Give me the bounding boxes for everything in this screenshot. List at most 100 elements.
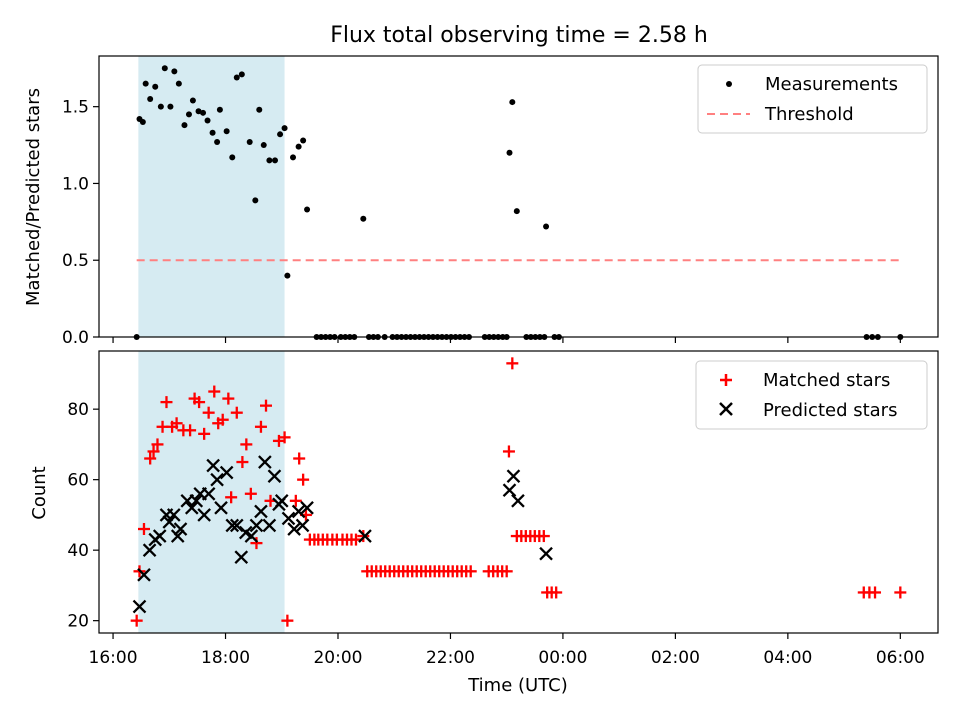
predicted-star-point	[511, 493, 525, 508]
top-y-axis-label: Matched/Predicted stars	[23, 88, 44, 306]
matched-star-point	[151, 438, 164, 451]
matched-star-point	[144, 452, 157, 465]
legend-measurements-marker	[726, 81, 732, 87]
matched-star-point	[289, 494, 302, 507]
measurement-point	[200, 109, 207, 116]
matched-star-point	[202, 406, 215, 419]
top-measurement-points	[133, 65, 904, 340]
matched-star-point	[240, 438, 253, 451]
predicted-star-point	[281, 511, 296, 526]
measurement-point	[360, 215, 367, 222]
measurement-point	[300, 137, 307, 144]
predicted-star-point	[539, 546, 553, 561]
measurement-point	[152, 83, 159, 90]
predicted-star-point	[201, 486, 216, 501]
top-legend-frame	[697, 64, 928, 134]
measurement-point	[175, 80, 182, 87]
predicted-star-point	[234, 550, 249, 565]
matched-star-point	[250, 537, 263, 550]
chart-title: Flux total observing time = 2.58 h	[330, 23, 708, 48]
predicted-star-point	[300, 501, 314, 515]
top-x-ticks	[112, 337, 901, 343]
predicted-star-point	[173, 522, 188, 536]
measurement-point	[272, 157, 279, 164]
bottom-x-tick-label: 00:00	[538, 648, 587, 668]
measurement-point	[252, 197, 259, 204]
bottom-y-ticks: 20 40 60 80	[67, 400, 99, 632]
measurement-point	[256, 106, 263, 113]
bottom-matched-points	[130, 357, 907, 627]
top-y-ticks: 0.0 0.5 1.0 1.5	[62, 98, 99, 348]
matched-star-point	[236, 456, 249, 469]
measurement-point	[139, 119, 146, 126]
measurement-point	[229, 154, 236, 161]
predicted-star-point	[219, 465, 234, 480]
matched-star-point	[230, 406, 243, 419]
predicted-star-point	[162, 515, 177, 529]
top-shaded-interval	[138, 56, 285, 337]
measurement-point	[543, 223, 550, 230]
predicted-star-point	[170, 529, 185, 543]
bottom-y-tick-label: 40	[67, 541, 89, 561]
matched-star-point	[464, 565, 477, 578]
predicted-star-point	[267, 469, 282, 483]
predicted-star-point	[262, 518, 277, 533]
measurement-point	[142, 80, 149, 87]
bottom-y-tick-label: 60	[67, 471, 89, 491]
predicted-star-point	[358, 529, 372, 543]
matched-star-point	[222, 392, 235, 405]
bottom-axes-frame	[98, 350, 939, 634]
measurement-point	[277, 131, 284, 138]
matched-star-point	[894, 586, 907, 599]
measurement-point	[216, 106, 223, 113]
matched-star-point	[357, 530, 370, 543]
matched-star-point	[137, 523, 150, 536]
matched-star-point	[297, 473, 310, 486]
matched-star-point	[147, 445, 160, 458]
predicted-star-point	[189, 493, 204, 508]
predicted-star-point	[210, 472, 224, 487]
matched-star-point	[254, 420, 267, 433]
legend-measurements-label: Measurements	[765, 74, 898, 95]
predicted-star-point	[152, 529, 167, 543]
predicted-star-point	[274, 493, 289, 508]
top-y-tick-label: 0.0	[62, 328, 89, 348]
legend-matched-label: Matched stars	[763, 370, 890, 391]
matched-star-point	[244, 487, 257, 500]
predicted-star-point	[287, 522, 301, 536]
measurement-point	[161, 65, 168, 72]
measurement-point	[189, 97, 196, 104]
matched-star-point	[537, 530, 550, 543]
matched-star-point	[278, 431, 291, 444]
measurement-point	[204, 117, 211, 124]
measurement-point	[167, 103, 174, 110]
predicted-star-point	[258, 455, 272, 469]
legend-threshold-label: Threshold	[764, 104, 854, 125]
bottom-x-ticks: 16:00 18:00 20:00 22:00 00:00 02:00 04:00 06:00	[89, 633, 925, 668]
measurement-point	[281, 125, 288, 132]
measurement-point	[290, 154, 297, 161]
legend-predicted-marker	[719, 402, 733, 416]
measurement-point	[233, 74, 240, 81]
predicted-star-point	[214, 501, 228, 515]
bottom-x-tick-label: 16:00	[89, 648, 138, 668]
measurement-point	[284, 272, 291, 279]
measurement-point	[260, 142, 267, 149]
bottom-y-tick-label: 20	[67, 612, 89, 632]
top-y-tick-label: 0.5	[62, 251, 89, 271]
top-panel: 0.0 0.5 1.0 1.5 Matched/Predicted stars Mea…	[23, 55, 939, 348]
legend-predicted-label: Predicted stars	[763, 400, 897, 421]
matched-star-point	[208, 385, 221, 398]
top-legend: Measurements Threshold	[697, 64, 928, 134]
bottom-predicted-points	[132, 455, 553, 614]
matched-star-point	[550, 586, 563, 599]
bottom-legend-frame	[695, 360, 928, 430]
matched-star-point	[506, 357, 519, 370]
measurement-point	[157, 103, 164, 110]
matched-star-point	[130, 614, 143, 627]
predicted-star-point	[506, 469, 521, 483]
matched-star-point	[198, 427, 211, 440]
measurement-point	[506, 149, 513, 156]
measurement-point	[304, 206, 311, 213]
